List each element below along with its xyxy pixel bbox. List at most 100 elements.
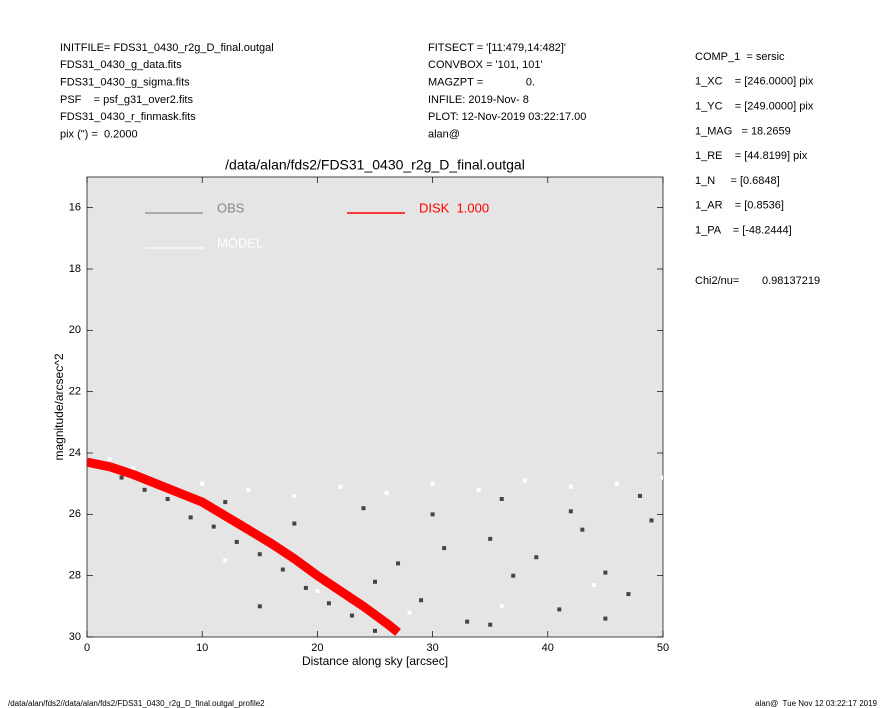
plot-area <box>86 176 664 638</box>
data-point <box>142 487 147 492</box>
data-point <box>465 619 470 624</box>
data-point <box>303 585 308 590</box>
header-left-line: FDS31_0430_g_data.fits <box>60 59 182 71</box>
x-tick-label: 30 <box>426 642 438 654</box>
fit-parameter: 1_N = [0.6848] <box>695 175 780 187</box>
data-point <box>419 598 424 603</box>
data-point <box>188 515 193 520</box>
fit-parameter: COMP_1 = sersic <box>695 51 785 63</box>
data-point <box>661 475 663 480</box>
header-middle-line: CONVBOX = '101, 101' <box>428 59 543 71</box>
data-point <box>384 490 389 495</box>
y-tick-label: 30 <box>69 631 81 643</box>
data-point <box>396 561 401 566</box>
data-point <box>499 497 504 501</box>
data-point <box>488 622 493 627</box>
x-tick-label: 40 <box>542 642 554 654</box>
y-tick-label: 22 <box>69 386 81 398</box>
data-point <box>373 579 377 584</box>
y-tick-label: 16 <box>69 202 81 214</box>
data-point <box>373 628 377 633</box>
data-point <box>488 536 493 541</box>
data-point <box>223 500 228 505</box>
header-middle-line: alan@ <box>428 128 460 140</box>
data-point <box>534 555 539 560</box>
data-point <box>257 552 262 557</box>
fit-parameter: 1_PA = [-48.2444] <box>695 225 792 237</box>
data-point <box>637 493 642 498</box>
data-point <box>165 497 170 501</box>
data-point <box>603 570 608 575</box>
fit-parameter: 1_XC = [246.0000] pix <box>695 76 814 88</box>
y-tick-label: 18 <box>69 263 81 275</box>
x-tick-label: 10 <box>196 642 208 654</box>
y-tick-label: 28 <box>69 570 81 582</box>
x-tick-label: 0 <box>84 642 90 654</box>
data-point <box>361 506 366 511</box>
header-left-line: INITFILE= FDS31_0430_r2g_D_final.outgal <box>60 42 274 54</box>
data-point <box>476 487 481 492</box>
data-point <box>568 509 573 514</box>
data-point <box>580 527 585 532</box>
data-point <box>649 518 654 523</box>
y-tick-label: 26 <box>69 508 81 520</box>
data-point <box>338 484 343 489</box>
fit-parameter: 1_YC = [249.0000] pix <box>695 101 814 113</box>
x-tick-label: 50 <box>657 642 669 654</box>
data-point <box>108 457 113 462</box>
header-middle-line: INFILE: 2019-Nov- 8 <box>428 94 529 106</box>
legend-label: OBS <box>217 200 245 215</box>
header-left-line: FDS31_0430_g_sigma.fits <box>60 77 190 89</box>
chi2-value: 0.98137219 <box>762 275 820 287</box>
header-middle-line: FITSECT = '[11:479,14:482]' <box>428 42 566 54</box>
data-point <box>234 539 239 544</box>
data-point <box>292 493 297 498</box>
chart-title: /data/alan/fds2/FDS31_0430_r2g_D_final.o… <box>225 157 525 173</box>
data-point <box>568 484 573 489</box>
data-point <box>614 481 619 486</box>
data-point <box>430 512 435 517</box>
x-tick-label: 20 <box>311 642 323 654</box>
fit-parameter: 1_MAG = 18.2659 <box>695 125 791 137</box>
data-point <box>257 604 262 609</box>
data-point <box>442 546 447 551</box>
data-point <box>557 607 562 612</box>
data-point <box>315 589 320 593</box>
model-curve <box>87 457 401 636</box>
legend-label: DISK 1.000 <box>419 200 489 215</box>
footer-stamp: alan@ Tue Nov 12 03:22:17 2019 <box>755 699 878 708</box>
chi2-label: Chi2/nu= <box>695 275 739 287</box>
y-tick-label: 20 <box>69 324 81 336</box>
data-point <box>603 616 608 621</box>
data-point <box>292 521 297 526</box>
header-left-line: PSF = psf_g31_over2.fits <box>60 94 193 106</box>
header-left-line: pix (") = 0.2000 <box>60 128 138 140</box>
data-point <box>246 487 251 492</box>
header-middle-line: PLOT: 12-Nov-2019 03:22:17.00 <box>428 111 586 123</box>
header-middle-line: MAGZPT = 0. <box>428 77 535 89</box>
legend-label: MODEL <box>217 235 263 250</box>
y-axis-label: magnitude/arcsec^2 <box>52 353 66 460</box>
plot-layer <box>87 457 663 636</box>
footer-path: /data/alan/fds2//data/alan/fds2/FDS31_04… <box>8 699 265 708</box>
data-point <box>349 613 354 618</box>
data-point <box>131 466 136 471</box>
data-point <box>119 475 124 480</box>
data-point <box>407 610 412 615</box>
data-point <box>211 524 216 529</box>
data-point <box>200 481 205 486</box>
data-point <box>280 567 285 572</box>
data-point <box>223 558 228 563</box>
fit-parameter: 1_AR = [0.8536] <box>695 200 784 212</box>
x-axis-label: Distance along sky [arcsec] <box>302 654 448 668</box>
data-point <box>626 592 631 597</box>
data-point <box>326 601 331 606</box>
data-point <box>430 481 435 486</box>
header-left-line: FDS31_0430_r_finmask.fits <box>60 111 196 123</box>
data-point <box>591 582 596 587</box>
y-tick-label: 24 <box>69 447 81 459</box>
fit-parameter: 1_RE = [44.8199] pix <box>695 150 808 162</box>
data-point <box>522 478 527 483</box>
data-point <box>499 604 504 609</box>
